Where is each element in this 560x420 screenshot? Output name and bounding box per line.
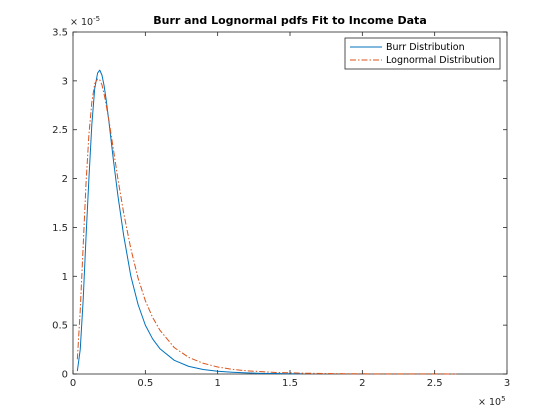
y-tick-label: 1 (62, 272, 68, 283)
y-axis-ticks: 0 0.5 1 1.5 2 2.5 3 3.5 (52, 28, 507, 381)
x-tick-label: 1 (214, 378, 220, 389)
y-tick-label: 2.5 (52, 125, 68, 136)
y-tick-label: 2 (62, 174, 68, 185)
y-tick-label: 0 (62, 370, 68, 381)
x-axis-ticks: 0 0.5 1 1.5 2 2.5 3 (70, 32, 510, 389)
x-tick-label: 2.5 (427, 378, 443, 389)
legend-box (344, 37, 501, 70)
legend-label-lognormal: Lognormal Distribution (386, 55, 495, 66)
lognormal-distribution-line (76, 78, 457, 375)
burr-distribution-line (76, 69, 302, 375)
series-layer (76, 69, 457, 375)
y-tick-label: 1.5 (52, 223, 68, 234)
plot-area (72, 31, 508, 375)
x-tick-label: 0.5 (137, 378, 153, 389)
chart-title: Burr and Lognormal pdfs Fit to Income Da… (153, 14, 427, 27)
legend-label-burr: Burr Distribution (386, 42, 465, 53)
x-tick-label: 0 (70, 378, 76, 389)
x-axis-exponent: × 105 (478, 395, 506, 408)
y-axis-exponent-base: × 10 (70, 17, 93, 28)
y-tick-label: 3.5 (52, 28, 68, 39)
y-axis-exponent-power: -5 (93, 15, 100, 23)
x-axis-exponent-power: 5 (501, 395, 505, 403)
x-tick-label: 1.5 (282, 378, 298, 389)
legend: Burr Distribution Lognormal Distribution (344, 37, 501, 70)
y-tick-label: 3 (62, 76, 68, 87)
y-tick-label: 0.5 (52, 321, 68, 332)
x-axis-exponent-base: × 10 (478, 397, 501, 408)
x-tick-label: 2 (359, 378, 365, 389)
y-axis-exponent: × 10-5 (70, 15, 100, 28)
x-tick-label: 3 (504, 378, 510, 389)
